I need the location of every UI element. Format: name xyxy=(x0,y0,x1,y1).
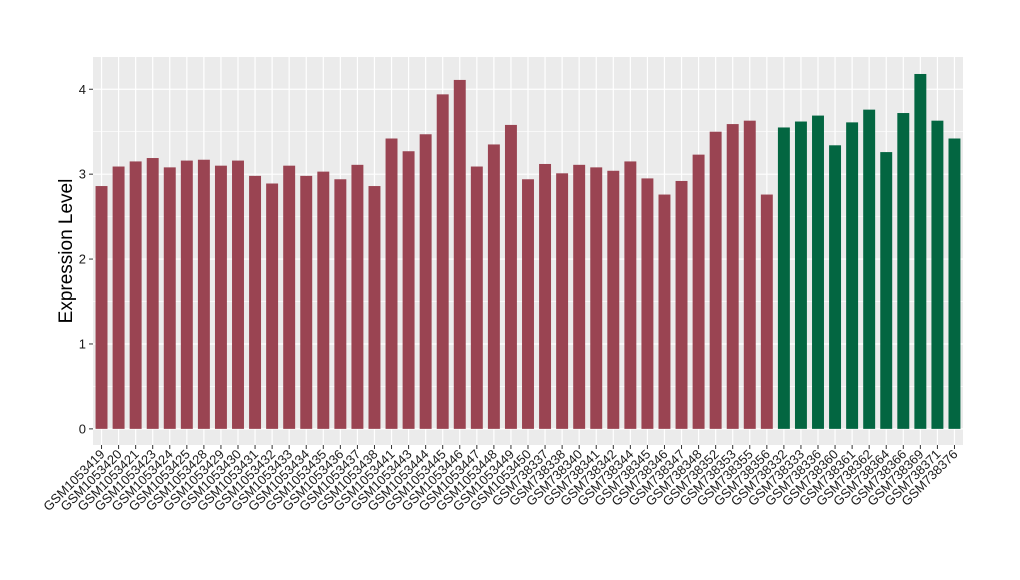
bar-GSM1053447 xyxy=(470,166,483,429)
bar-GSM738360 xyxy=(829,145,842,429)
bar-GSM738336 xyxy=(812,115,824,429)
bar-GSM1053435 xyxy=(317,171,330,429)
y-axis: 0 1 2 3 4 xyxy=(79,82,93,436)
bar-GSM1053419 xyxy=(95,186,108,429)
y-tick-label: 4 xyxy=(79,82,86,97)
bar-GSM738341 xyxy=(590,167,603,429)
bar-GSM738347 xyxy=(675,180,688,429)
bar-GSM738356 xyxy=(760,194,773,429)
bar-GSM1053449 xyxy=(504,124,517,429)
bar-GSM738348 xyxy=(692,154,705,429)
bar-GSM738376 xyxy=(948,138,961,429)
bar-GSM1053433 xyxy=(283,165,296,429)
bar-GSM1053446 xyxy=(453,79,466,429)
bar-GSM738333 xyxy=(794,121,807,429)
bar-GSM1053432 xyxy=(266,183,279,429)
bar-GSM1053430 xyxy=(232,160,244,429)
bar-GSM738369 xyxy=(914,73,927,429)
bar-GSM1053434 xyxy=(300,175,313,429)
bar-GSM738353 xyxy=(726,124,739,429)
bar-GSM738342 xyxy=(607,170,620,429)
bar-GSM738371 xyxy=(931,120,944,429)
bar-GSM1053429 xyxy=(214,165,227,429)
bar-GSM738366 xyxy=(897,113,910,429)
y-tick-label: 2 xyxy=(79,252,86,267)
bar-GSM1053423 xyxy=(146,158,159,429)
bar-GSM738337 xyxy=(539,163,552,429)
bar-GSM1053443 xyxy=(402,151,415,429)
bar-GSM1053450 xyxy=(522,179,534,429)
bar-GSM1053420 xyxy=(112,166,125,429)
bar-GSM1053444 xyxy=(419,134,432,429)
y-axis-title: Expression Level xyxy=(56,179,77,324)
y-tick-label: 0 xyxy=(79,421,86,436)
bar-GSM738345 xyxy=(641,178,654,429)
bar-GSM1053437 xyxy=(351,164,364,429)
y-tick-label: 3 xyxy=(79,167,86,182)
bar-GSM1053436 xyxy=(334,179,347,429)
y-tick-label: 1 xyxy=(79,336,86,351)
bar-GSM738346 xyxy=(658,194,671,429)
bar-GSM1053431 xyxy=(249,175,262,429)
bar-GSM738344 xyxy=(624,161,637,429)
bar-GSM738361 xyxy=(846,122,859,429)
bar-GSM738355 xyxy=(743,120,756,429)
bar-GSM1053428 xyxy=(197,159,210,429)
bar-GSM738340 xyxy=(573,164,586,429)
bar-GSM738338 xyxy=(556,173,569,429)
bar-GSM1053448 xyxy=(487,144,500,429)
bar-GSM1053441 xyxy=(385,138,398,429)
bar-GSM738352 xyxy=(709,131,722,429)
bar-GSM1053445 xyxy=(436,94,449,429)
x-axis: GSM1053419GSM1053420GSM1053421GSM1053423… xyxy=(40,445,961,514)
bar-GSM1053438 xyxy=(368,186,381,429)
bar-GSM738364 xyxy=(880,152,893,429)
bar-GSM738362 xyxy=(863,109,876,429)
bar-GSM1053424 xyxy=(163,167,176,429)
bar-GSM1053421 xyxy=(129,161,142,429)
bar-GSM1053425 xyxy=(180,160,193,429)
bar-GSM738332 xyxy=(777,127,790,429)
bars xyxy=(95,73,961,429)
